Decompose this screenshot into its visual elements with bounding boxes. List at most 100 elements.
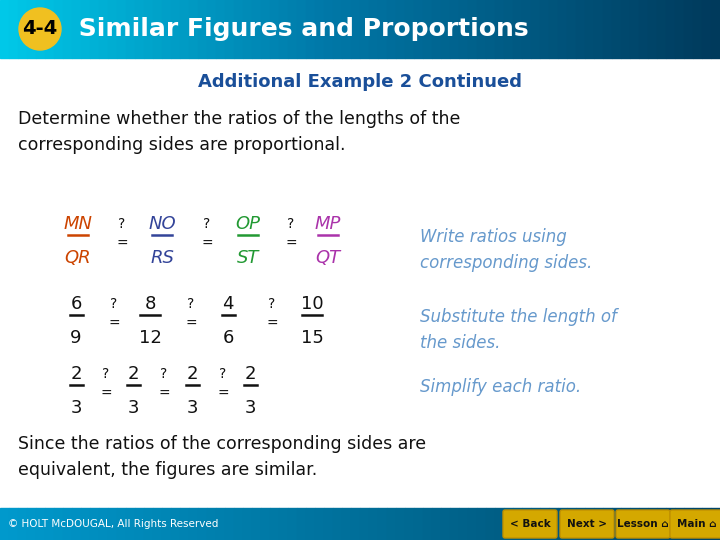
Bar: [162, 0, 171, 58]
Bar: [441, 508, 450, 540]
Bar: [639, 0, 648, 58]
Bar: [405, 508, 414, 540]
Bar: [261, 508, 270, 540]
Text: Simplify each ratio.: Simplify each ratio.: [420, 378, 581, 396]
Text: RS: RS: [150, 249, 174, 267]
Bar: [432, 0, 441, 58]
Bar: [486, 0, 495, 58]
Bar: [198, 0, 207, 58]
Bar: [468, 508, 477, 540]
Bar: [360, 0, 369, 58]
Text: ?: ?: [187, 297, 194, 311]
Bar: [117, 0, 126, 58]
Bar: [576, 508, 585, 540]
Text: NO: NO: [148, 215, 176, 233]
Bar: [378, 0, 387, 58]
Text: 10: 10: [301, 295, 323, 313]
Bar: [522, 508, 531, 540]
Text: =: =: [217, 387, 229, 401]
Bar: [306, 508, 315, 540]
Text: Lesson ⌂: Lesson ⌂: [617, 519, 669, 529]
Bar: [216, 0, 225, 58]
Bar: [315, 508, 324, 540]
Bar: [63, 0, 72, 58]
Bar: [36, 508, 45, 540]
Text: 3: 3: [186, 399, 198, 417]
Bar: [297, 0, 306, 58]
Bar: [18, 508, 27, 540]
Text: QT: QT: [315, 249, 341, 267]
Bar: [468, 0, 477, 58]
Bar: [288, 0, 297, 58]
Bar: [540, 508, 549, 540]
Bar: [684, 0, 693, 58]
Bar: [702, 508, 711, 540]
Bar: [675, 0, 684, 58]
FancyBboxPatch shape: [503, 510, 557, 538]
Bar: [666, 0, 675, 58]
Bar: [612, 0, 621, 58]
Text: ?: ?: [269, 297, 276, 311]
Bar: [621, 508, 630, 540]
Bar: [648, 508, 657, 540]
Text: ?: ?: [118, 217, 125, 231]
Text: < Back: < Back: [510, 519, 550, 529]
Bar: [243, 508, 252, 540]
Bar: [549, 0, 558, 58]
Bar: [333, 0, 342, 58]
Bar: [207, 508, 216, 540]
Bar: [270, 508, 279, 540]
Bar: [342, 0, 351, 58]
Bar: [225, 0, 234, 58]
Bar: [630, 0, 639, 58]
Text: 3: 3: [71, 399, 82, 417]
Bar: [144, 0, 153, 58]
Bar: [234, 0, 243, 58]
Text: MP: MP: [315, 215, 341, 233]
Text: 2: 2: [127, 365, 139, 383]
Text: 2: 2: [71, 365, 82, 383]
Bar: [369, 508, 378, 540]
Bar: [189, 508, 198, 540]
Text: 8: 8: [144, 295, 156, 313]
Bar: [639, 508, 648, 540]
Bar: [279, 508, 288, 540]
Bar: [315, 0, 324, 58]
Text: Determine whether the ratios of the lengths of the
corresponding sides are propo: Determine whether the ratios of the leng…: [18, 110, 460, 154]
Bar: [414, 0, 423, 58]
Text: QR: QR: [65, 249, 91, 267]
Bar: [693, 508, 702, 540]
Bar: [90, 0, 99, 58]
Text: Next >: Next >: [567, 519, 607, 529]
Bar: [297, 508, 306, 540]
Bar: [27, 0, 36, 58]
Bar: [261, 0, 270, 58]
Bar: [342, 508, 351, 540]
Bar: [396, 0, 405, 58]
Bar: [324, 508, 333, 540]
Bar: [333, 508, 342, 540]
Text: ?: ?: [287, 217, 294, 231]
Bar: [180, 508, 189, 540]
Text: =: =: [185, 317, 197, 331]
Bar: [63, 508, 72, 540]
Text: 2: 2: [186, 365, 198, 383]
Bar: [414, 508, 423, 540]
Bar: [135, 0, 144, 58]
Text: OP: OP: [235, 215, 261, 233]
Bar: [135, 508, 144, 540]
Bar: [477, 508, 486, 540]
Bar: [189, 0, 198, 58]
Bar: [576, 0, 585, 58]
Bar: [99, 508, 108, 540]
Bar: [72, 0, 81, 58]
Circle shape: [19, 8, 61, 50]
FancyBboxPatch shape: [616, 510, 670, 538]
Bar: [144, 508, 153, 540]
Bar: [513, 508, 522, 540]
Text: ?: ?: [203, 217, 211, 231]
Bar: [225, 508, 234, 540]
Bar: [351, 0, 360, 58]
Text: ?: ?: [102, 367, 109, 381]
Bar: [513, 0, 522, 58]
